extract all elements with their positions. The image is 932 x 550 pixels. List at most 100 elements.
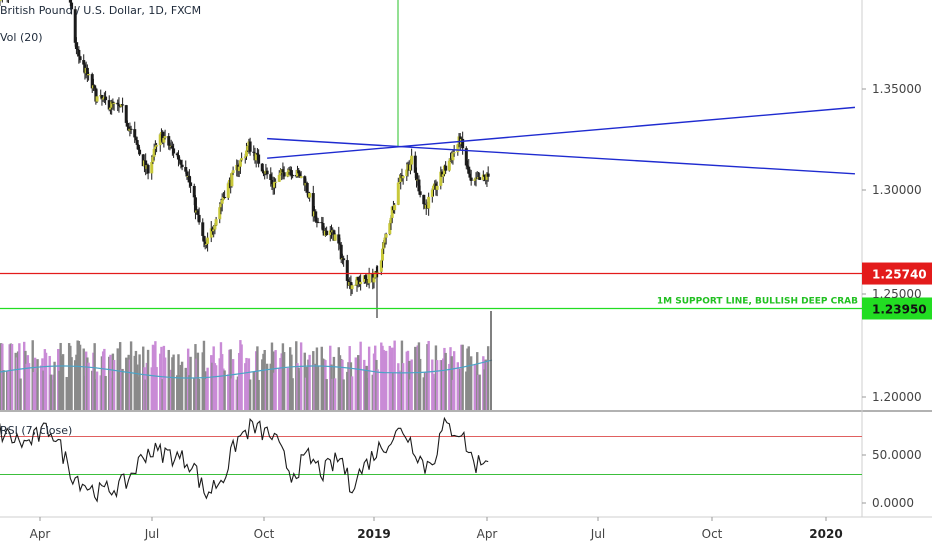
volume-bar xyxy=(466,348,469,410)
volume-bar xyxy=(374,345,377,410)
candle-body xyxy=(238,160,242,167)
candle-body xyxy=(274,181,278,183)
volume-bar xyxy=(278,368,281,410)
volume-bar xyxy=(341,359,344,410)
candle-body xyxy=(170,145,174,149)
volume-bar xyxy=(43,349,47,410)
volume-bar xyxy=(414,346,417,410)
volume-bar xyxy=(186,348,190,410)
volume-bar xyxy=(397,363,400,410)
candle-body xyxy=(338,243,342,245)
volume-bar xyxy=(168,370,172,410)
volume-bar xyxy=(254,351,258,410)
volume-bar xyxy=(434,345,438,410)
volume-bar xyxy=(296,363,299,410)
volume-bar xyxy=(457,371,461,410)
candle-body xyxy=(248,141,252,152)
candle-body xyxy=(187,175,191,183)
candle-body xyxy=(333,234,337,241)
volume-bar xyxy=(460,344,463,410)
candle-body xyxy=(100,95,104,100)
volume-bar xyxy=(389,351,393,410)
volume-bar xyxy=(364,370,367,410)
candle-body xyxy=(223,196,227,198)
candle-body xyxy=(410,155,414,165)
volume-indicator-label: Vol (20) xyxy=(0,31,43,44)
volume-bar xyxy=(253,374,257,410)
candle-body xyxy=(220,199,224,204)
volume-bar xyxy=(443,347,446,410)
volume-bar xyxy=(459,368,462,410)
volume-bar xyxy=(359,341,362,410)
volume-bar xyxy=(1,343,4,410)
volume-bar xyxy=(231,359,235,410)
candle-body xyxy=(209,228,213,238)
volume-bar xyxy=(82,348,85,410)
volume-bar xyxy=(195,358,198,410)
volume-bar xyxy=(449,347,452,410)
volume-bar xyxy=(227,374,230,410)
candle-body xyxy=(345,260,349,281)
volume-bar xyxy=(270,342,274,410)
candle-body xyxy=(478,177,482,180)
volume-bar xyxy=(135,364,139,410)
volume-bar xyxy=(340,358,343,410)
candle-body xyxy=(93,85,97,89)
candle-body xyxy=(418,191,422,195)
volume-bar xyxy=(484,359,487,410)
candle-body xyxy=(204,243,208,245)
volume-bar xyxy=(111,353,115,410)
volume-bar xyxy=(143,367,146,410)
volume-bar xyxy=(155,367,158,410)
volume-bar xyxy=(304,377,308,410)
volume-bar xyxy=(203,371,207,410)
candle-body xyxy=(129,128,133,130)
candle-body xyxy=(299,176,303,178)
candle-body xyxy=(125,122,129,127)
volume-bar xyxy=(180,361,184,410)
candle-body xyxy=(180,164,184,168)
trend-line-1[interactable] xyxy=(267,106,856,159)
volume-bar xyxy=(104,375,107,410)
volume-bar xyxy=(347,362,350,410)
candle-body xyxy=(363,275,367,280)
candle-body xyxy=(441,174,445,177)
candle-body xyxy=(440,171,444,177)
candle-body xyxy=(138,149,142,155)
candle-body xyxy=(82,60,86,65)
candle-body xyxy=(121,104,125,106)
trend-line-0[interactable] xyxy=(267,137,856,175)
candle-body xyxy=(281,169,285,173)
candle-body xyxy=(221,196,225,200)
volume-bar xyxy=(8,344,11,410)
candle-body xyxy=(231,170,235,173)
volume-bar xyxy=(138,354,141,410)
volume-bar xyxy=(19,378,22,410)
volume-bar xyxy=(348,346,351,410)
volume-bar xyxy=(32,372,36,410)
candle-body xyxy=(272,182,276,188)
volume-bar xyxy=(271,351,275,410)
candle-body xyxy=(298,173,302,178)
volume-bar xyxy=(239,340,242,410)
candle-body xyxy=(483,174,487,177)
candle-body xyxy=(161,131,165,143)
volume-bar xyxy=(427,340,430,410)
volume-bar xyxy=(94,379,98,410)
volume-bar xyxy=(381,345,384,410)
candle-body xyxy=(111,101,115,104)
volume-bar xyxy=(235,379,238,410)
candle-body xyxy=(456,144,460,153)
candle-body xyxy=(303,176,307,186)
volume-bar xyxy=(23,341,26,410)
candle-body xyxy=(206,237,210,244)
candle-body xyxy=(74,42,78,49)
volume-bar xyxy=(448,363,451,410)
volume-bar xyxy=(78,344,82,410)
candle-body xyxy=(373,271,377,278)
candle-body xyxy=(203,241,207,245)
volume-bar xyxy=(306,366,309,410)
volume-bar xyxy=(223,370,226,410)
candle-body xyxy=(213,225,217,230)
